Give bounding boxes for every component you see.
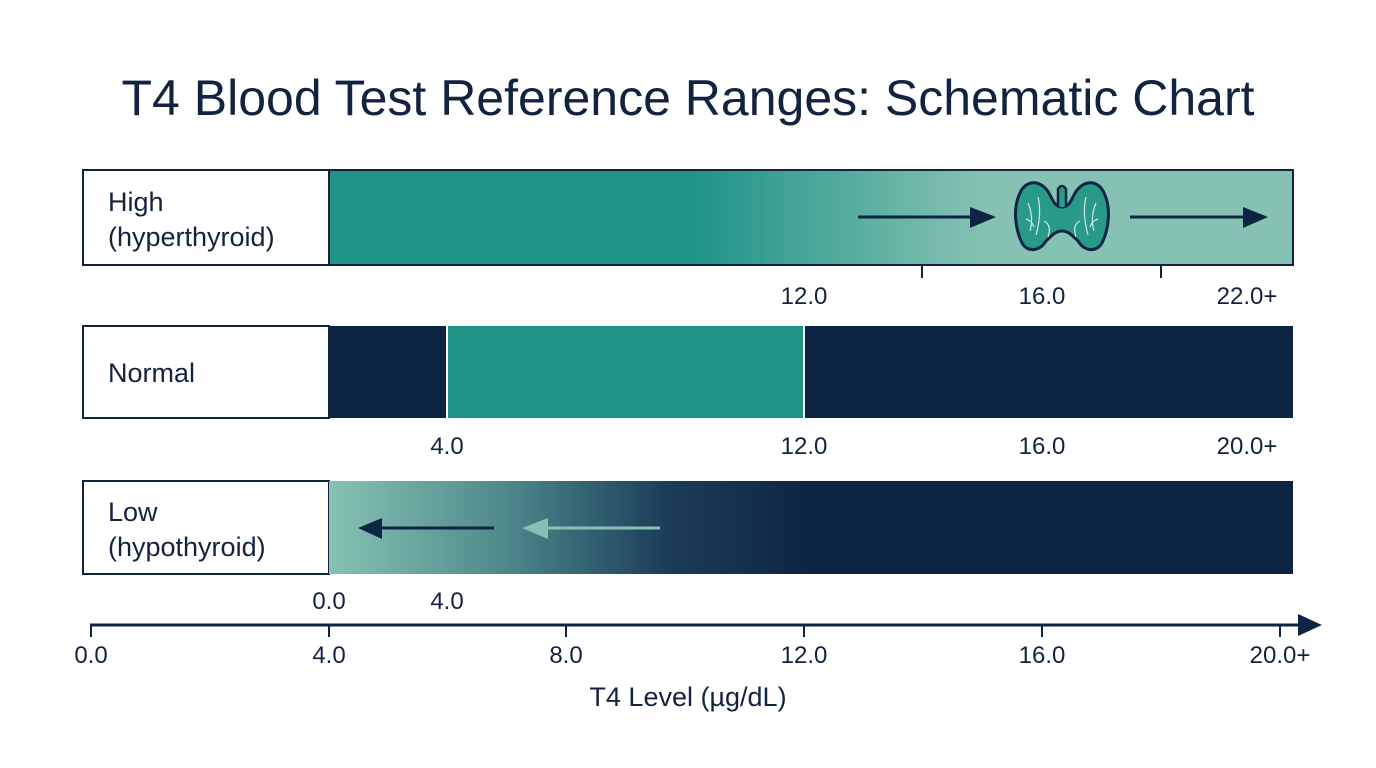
row-high-arrow-1 xyxy=(858,207,996,228)
row-high-arrow-2 xyxy=(1130,207,1268,228)
x-axis-tick-label: 16.0 xyxy=(1019,642,1066,669)
row-normal-tick-label: 4.0 xyxy=(430,433,463,460)
row-normal-label: Normal xyxy=(108,358,195,388)
x-axis: 0.0 4.0 8.0 12.0 16.0 20.0+ T4 Level (µg… xyxy=(74,614,1322,712)
thyroid-icon xyxy=(1014,181,1110,251)
row-high-label-line1: High xyxy=(108,187,164,217)
row-normal-tick-label: 16.0 xyxy=(1019,433,1066,460)
row-high-tick-label: 16.0 xyxy=(1019,283,1066,310)
row-normal: Normal 4.0 12.0 16.0 20.0+ xyxy=(82,325,1293,460)
row-normal-tick-label: 12.0 xyxy=(781,433,828,460)
row-high-label-line2: (hyperthyroid) xyxy=(108,222,275,252)
row-normal-label-box xyxy=(82,325,330,419)
row-low-tick-label: 0.0 xyxy=(312,588,345,615)
row-high-tick-label: 12.0 xyxy=(781,283,828,310)
x-axis-arrowhead xyxy=(1298,614,1322,636)
row-low: Low (hypothyroid) 0.0 4.0 xyxy=(82,480,1293,615)
row-low-label-line1: Low xyxy=(108,497,158,527)
x-axis-tick-label: 0.0 xyxy=(74,642,107,669)
row-normal-range-highlight xyxy=(447,326,804,418)
x-axis-label: T4 Level (µg/dL) xyxy=(589,682,786,712)
row-low-label-line2: (hypothyroid) xyxy=(108,532,266,562)
row-high-label-box xyxy=(82,169,330,266)
row-low-arrow-2 xyxy=(522,518,660,539)
x-axis-tick-label: 4.0 xyxy=(312,642,345,669)
x-axis-tick-label: 12.0 xyxy=(781,642,828,669)
row-low-label-box xyxy=(82,480,330,575)
page-title: T4 Blood Test Reference Ranges: Schemati… xyxy=(122,70,1255,126)
row-low-tick-label: 4.0 xyxy=(430,588,463,615)
x-axis-tick-label: 8.0 xyxy=(549,642,582,669)
x-axis-tick-label: 20.0+ xyxy=(1250,642,1311,669)
row-high: High (hyperthyroid) 12.0 16.0 22.0+ xyxy=(82,169,1294,310)
row-high-tick-label: 22.0+ xyxy=(1217,283,1278,310)
row-normal-tick-label: 20.0+ xyxy=(1217,433,1278,460)
row-low-arrow-1 xyxy=(358,518,494,539)
